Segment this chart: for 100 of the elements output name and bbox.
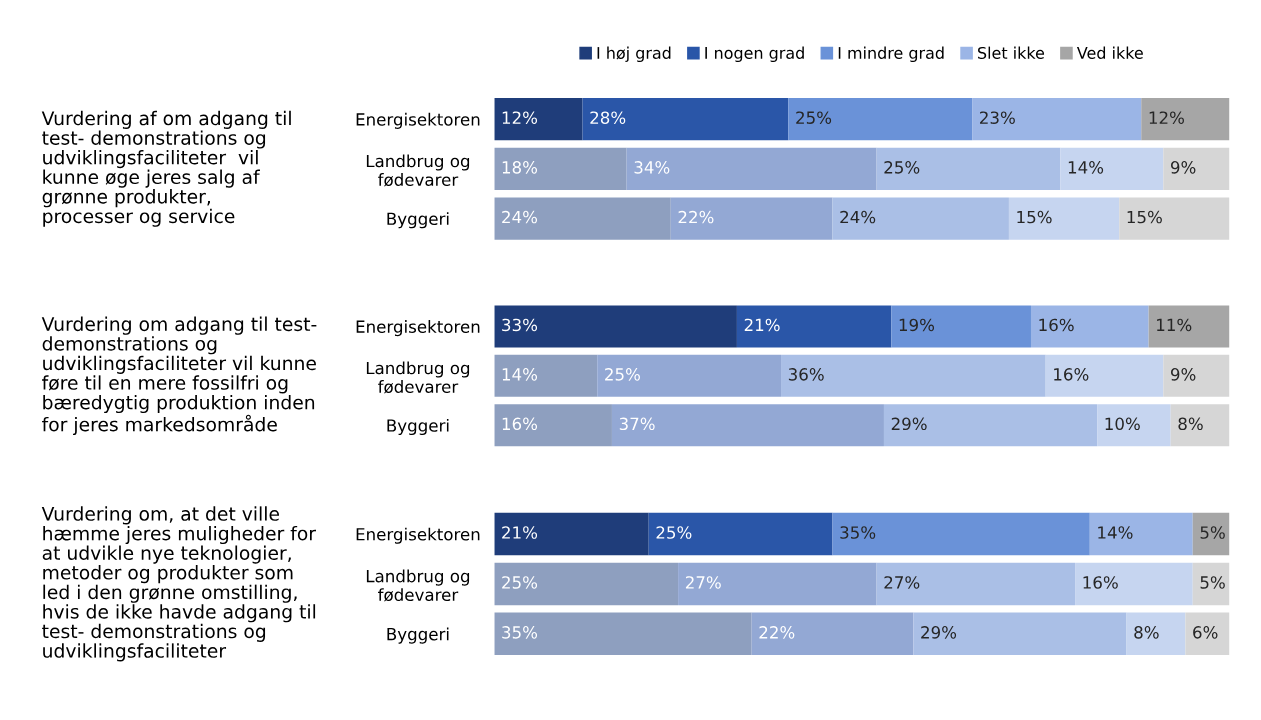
data-label: 21% <box>502 526 538 539</box>
data-label: 25% <box>884 161 920 174</box>
bar <box>494 305 737 348</box>
data-label: 16% <box>502 417 538 431</box>
bar <box>1060 147 1164 190</box>
bar <box>494 612 752 656</box>
legend-label: I høj grad <box>597 46 671 63</box>
y-tick-label: Landbrug og fødevarer <box>366 569 470 602</box>
data-label: 25% <box>502 576 538 589</box>
legend-label: I mindre grad <box>838 46 944 63</box>
bar <box>883 404 1098 447</box>
bar <box>670 197 833 240</box>
data-label: 22% <box>759 626 795 639</box>
text: Vurdering af om adgang til test- demonstrations og udviklingsfaciliteter vil kunne øge jeres salg af grønne produkter, processer og service <box>41 110 291 227</box>
data-label: 25% <box>656 526 692 539</box>
data-label: 12% <box>502 111 538 124</box>
bar <box>1126 612 1186 656</box>
bar <box>494 147 627 190</box>
bar <box>494 197 671 240</box>
y-tick-label: Energisektoren <box>356 527 480 544</box>
y-tick-label: Energisektoren <box>356 320 480 337</box>
bar <box>494 98 583 141</box>
bar <box>597 354 782 397</box>
data-label: 5% <box>1200 576 1225 589</box>
legend-label: Ved ikke <box>1076 46 1143 59</box>
data-label: 24% <box>502 210 538 224</box>
data-label: 24% <box>840 210 876 224</box>
data-label: 16% <box>1083 576 1118 589</box>
data-label: 29% <box>891 417 927 431</box>
text: Vurdering om, at det ville hæmme jeres muligheder for at udvikle nye teknologier, metoder og produkter som led i den grønne omstilling, hvis de ikke havde adgang til test- demonstrations og udviklingsfaciliteter <box>41 506 316 662</box>
bar <box>1097 404 1171 447</box>
bar <box>1008 197 1120 240</box>
data-label: 15% <box>1017 210 1052 224</box>
bar <box>1141 98 1230 141</box>
bar <box>913 612 1127 656</box>
data-label: 28% <box>590 111 626 124</box>
data-label: 16% <box>1039 318 1074 332</box>
data-label: 11% <box>1157 318 1192 332</box>
bar <box>1163 147 1230 190</box>
data-label: 14% <box>1098 526 1133 539</box>
data-label: 33% <box>502 318 538 332</box>
data-label: 22% <box>678 210 714 224</box>
bar <box>751 612 914 656</box>
y-tick-label: Byggeri <box>387 627 449 644</box>
data-label: 34% <box>634 161 670 174</box>
bar <box>1075 562 1193 606</box>
bar <box>832 512 1090 556</box>
bar <box>1192 562 1230 606</box>
data-label: 35% <box>502 626 538 639</box>
data-label: 16% <box>1054 368 1089 381</box>
bar <box>494 404 612 447</box>
bar <box>832 197 1009 240</box>
bar <box>494 562 679 606</box>
data-label: 25% <box>605 368 640 381</box>
bar <box>611 404 884 447</box>
legend-label: Slet ikke <box>978 46 1045 59</box>
data-label: 19% <box>899 318 935 332</box>
data-label: 6% <box>1193 626 1218 639</box>
bar <box>1148 305 1230 348</box>
bar <box>582 98 789 141</box>
bar <box>1170 404 1230 447</box>
data-label: 14% <box>502 368 538 381</box>
bar <box>648 512 833 556</box>
y-tick-label: Landbrug og fødevarer <box>366 361 470 394</box>
data-label: 23% <box>980 111 1015 124</box>
y-tick-label: Byggeri <box>387 418 449 436</box>
data-label: 35% <box>840 526 876 539</box>
data-label: 14% <box>1068 161 1104 174</box>
bar <box>1119 197 1230 240</box>
bar <box>1045 354 1164 397</box>
bar <box>876 562 1076 606</box>
data-label: 36% <box>788 368 824 381</box>
bar <box>678 562 877 606</box>
data-label: 8% <box>1178 417 1203 431</box>
y-tick-label: Landbrug og fødevarer <box>366 154 470 187</box>
bar <box>494 512 649 556</box>
bar <box>788 98 973 141</box>
data-label: 27% <box>884 576 920 589</box>
data-label: 21% <box>744 318 780 332</box>
text: Vurdering om adgang til test- demonstrations og udviklingsfaciliteter vil kunne føre til en mere fossilfri og bæredygtig produktion inden for jeres markedsområde <box>41 316 317 436</box>
bar <box>781 354 1046 397</box>
y-tick-label: Energisektoren <box>356 112 480 129</box>
data-label: 15% <box>1127 210 1162 224</box>
bar <box>1185 612 1230 656</box>
y-tick-label: Byggeri <box>387 212 449 229</box>
bar <box>972 98 1142 141</box>
data-label: 8% <box>1134 626 1159 639</box>
data-label: 29% <box>921 626 957 639</box>
data-label: 9% <box>1170 368 1196 381</box>
bar <box>1192 512 1230 556</box>
data-label: 10% <box>1105 417 1140 431</box>
bar <box>1089 512 1193 556</box>
data-label: 12% <box>1149 111 1184 124</box>
data-label: 37% <box>619 417 655 431</box>
bar <box>1163 354 1230 397</box>
data-label: 27% <box>685 576 721 589</box>
bar <box>494 354 598 397</box>
bar <box>891 305 1031 348</box>
bar <box>736 305 892 348</box>
data-label: 9% <box>1170 161 1196 174</box>
